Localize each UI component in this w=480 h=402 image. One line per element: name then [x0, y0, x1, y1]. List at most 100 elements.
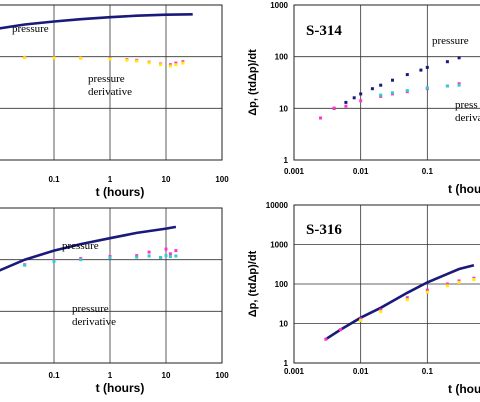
data-point	[457, 83, 461, 87]
data-point	[168, 255, 172, 258]
x-tick-label: 0.01	[353, 167, 369, 176]
data-point	[174, 61, 178, 65]
data-point	[125, 58, 129, 62]
y-tick-label: 1	[284, 359, 289, 368]
data-point	[168, 252, 172, 256]
data-point	[168, 64, 172, 68]
data-point	[445, 60, 449, 64]
data-point	[405, 73, 409, 77]
annotation-label: pressderivat	[455, 99, 480, 124]
data-point	[391, 78, 394, 82]
x-axis-label: t (hours)	[96, 381, 145, 395]
data-point	[425, 288, 429, 292]
series-line	[325, 263, 475, 341]
data-point	[359, 318, 363, 322]
data-point	[370, 87, 374, 91]
y-tick-label: 10000	[266, 201, 289, 210]
y-axis-label: Δp, (tdΔp)/dt	[247, 250, 259, 317]
data-point	[332, 106, 336, 110]
annotation-label: pressure	[62, 240, 99, 252]
data-point	[391, 91, 394, 95]
data-point	[79, 56, 83, 60]
data-point	[23, 56, 27, 60]
data-point	[359, 92, 363, 96]
data-point	[135, 59, 139, 63]
data-point	[108, 57, 112, 61]
x-tick-label: 0.001	[284, 167, 305, 176]
panel-title: S-316	[306, 222, 342, 238]
data-point	[79, 258, 83, 262]
annotation-label: pressure	[432, 35, 469, 47]
data-point	[344, 104, 348, 108]
x-axis-label: t (hou	[448, 382, 480, 396]
chart-panel-2: 0.001 0.01 0.1 1 10 100 1000 t (hou Δp, (tdΔp)/d…	[247, 1, 480, 196]
x-tick-label: 0.1	[422, 167, 434, 176]
data-point	[379, 83, 383, 87]
data-point	[344, 100, 348, 104]
data-point	[164, 254, 168, 258]
data-point	[379, 308, 383, 312]
x-tick-label: 0.1	[422, 367, 434, 376]
data-point	[425, 290, 429, 294]
y-tick-label: 100	[275, 280, 289, 289]
data-point	[147, 254, 151, 258]
series-group	[0, 225, 178, 272]
data-point	[147, 250, 151, 254]
y-tick-label: 1000	[270, 1, 288, 10]
x-axis-label: t (hours)	[96, 185, 145, 199]
series-line	[0, 13, 193, 30]
data-point	[379, 93, 383, 97]
x-tick-label: 0.1	[48, 175, 60, 184]
plot-frame	[0, 4, 223, 161]
data-point	[181, 61, 185, 65]
data-point	[405, 296, 409, 300]
x-tick-label: 100	[215, 371, 229, 380]
x-tick-label: 1	[108, 175, 113, 184]
x-tick-label: 1	[108, 371, 113, 380]
data-point	[319, 116, 322, 120]
data-point	[419, 68, 423, 72]
x-tick-label: 0.1	[48, 371, 60, 380]
data-point	[135, 255, 139, 259]
data-point	[445, 84, 449, 88]
data-point	[405, 298, 409, 302]
data-point	[52, 56, 56, 60]
panel-title: S-314	[306, 23, 342, 39]
annotation-label: pressure	[12, 23, 49, 35]
data-point	[174, 254, 178, 258]
data-point	[472, 278, 476, 281]
series-group	[319, 56, 461, 120]
x-tick-label: 100	[215, 175, 229, 184]
x-tick-label: 10	[162, 371, 171, 380]
data-point	[108, 256, 112, 260]
data-point	[352, 96, 356, 100]
chart-panel-1: 0.1 1 10 100 t (hours) pressure pressure deriva…	[0, 4, 229, 199]
y-axis-label: Δp, (tdΔp)/dt	[247, 49, 259, 116]
data-point	[164, 247, 168, 251]
data-point	[52, 260, 56, 263]
data-point	[324, 337, 328, 341]
series-line	[0, 225, 177, 272]
data-point	[445, 282, 449, 286]
y-tick-label: 100	[275, 53, 289, 62]
data-point	[457, 56, 461, 60]
plot-frame	[293, 204, 480, 364]
data-point	[147, 61, 151, 65]
series-group	[0, 13, 193, 68]
data-point	[405, 89, 409, 93]
annotation-label: pressure derivative	[88, 73, 132, 98]
data-point	[174, 249, 178, 253]
x-tick-label: 0.01	[353, 367, 369, 376]
data-point	[174, 63, 178, 67]
data-point	[159, 63, 163, 67]
data-point	[425, 86, 429, 90]
series-group	[324, 263, 476, 341]
y-tick-label: 1000	[270, 241, 288, 250]
data-point	[159, 256, 163, 259]
chart-panel-3: 0.1 1 10 100 t (hours) pressure pressure deriva…	[0, 207, 229, 395]
x-tick-label: 0.001	[284, 367, 305, 376]
annotation-label: pressure derivative	[72, 303, 116, 328]
plot-frame	[293, 4, 480, 161]
y-tick-label: 1	[284, 156, 289, 165]
